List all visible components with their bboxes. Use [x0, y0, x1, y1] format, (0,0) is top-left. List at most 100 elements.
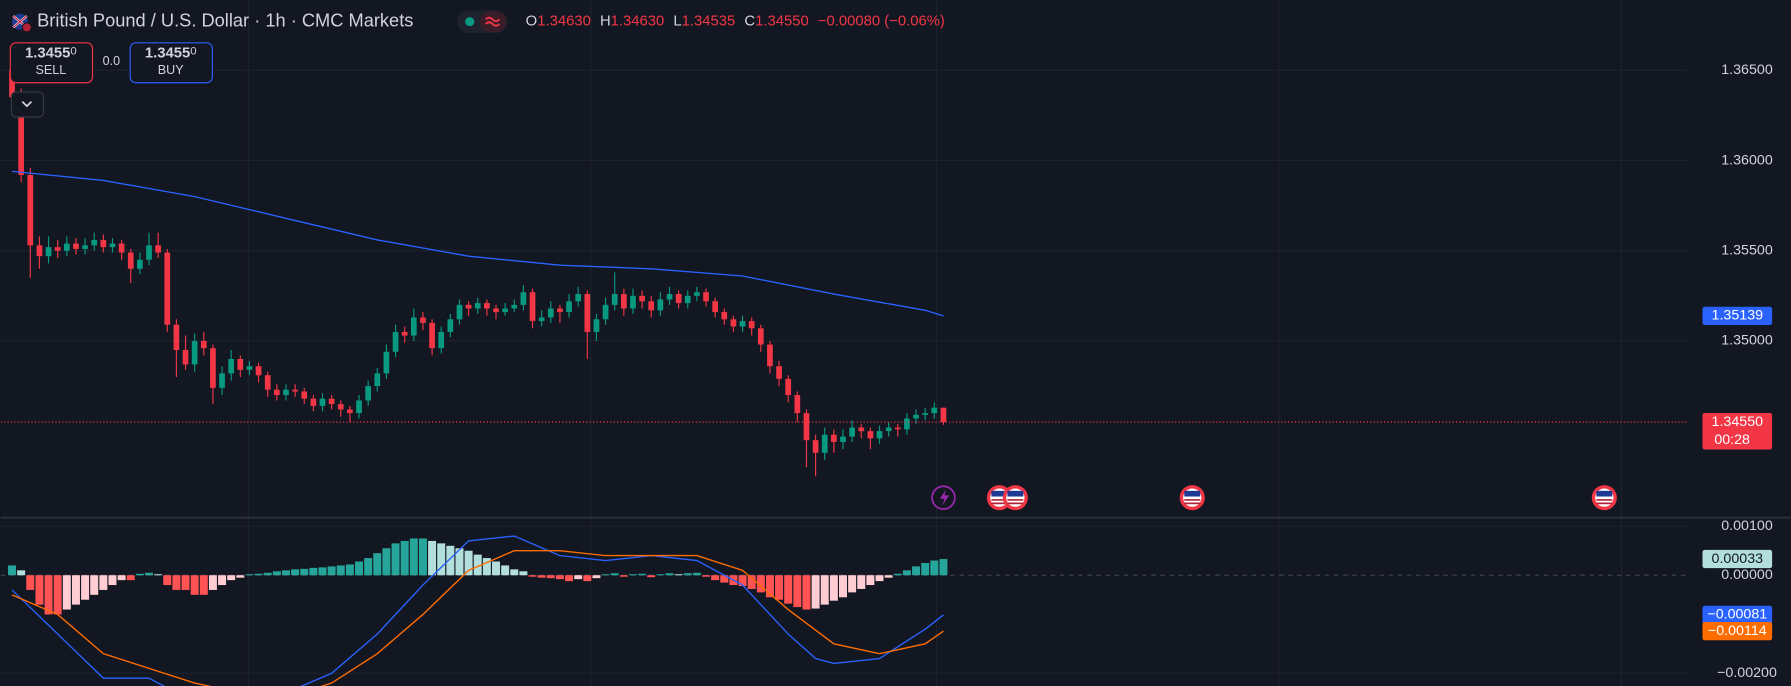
histogram-bar [26, 575, 35, 590]
histogram-bar [81, 575, 90, 600]
histogram-bar [628, 574, 637, 576]
candle-body [164, 252, 171, 325]
histogram-bar [711, 575, 720, 581]
histogram-bar [117, 575, 126, 581]
histogram-bar [610, 573, 619, 576]
candle-body [401, 331, 408, 336]
event-icons[interactable] [931, 485, 1617, 511]
candle-body [794, 395, 801, 414]
histogram-bar [181, 575, 190, 590]
histogram-bar [108, 575, 117, 586]
candle-body [721, 312, 728, 320]
histogram-bar [574, 575, 583, 580]
ohlc-value: 1.34535 [682, 14, 736, 30]
histogram-bar [35, 575, 44, 605]
histogram-bar [126, 575, 135, 581]
histogram-bar [674, 574, 683, 576]
y-tick-label: 1.35000 [1721, 333, 1773, 349]
histogram-bar [263, 572, 272, 576]
histogram-bar [656, 574, 665, 576]
macd-pane [0, 525, 1688, 686]
market-status[interactable] [457, 10, 508, 34]
histogram-bar [884, 575, 893, 578]
candle-body [493, 308, 499, 313]
candle-body [365, 386, 372, 401]
candle-body [410, 317, 417, 336]
histogram-bar [510, 569, 519, 576]
candle-body [547, 308, 554, 318]
histogram-bar [400, 540, 409, 576]
histogram-bar [236, 575, 245, 578]
histogram-bar [409, 538, 418, 576]
histogram-bar [720, 575, 729, 583]
ohlc-key: L [673, 14, 681, 30]
candle-body [127, 252, 134, 269]
price-axis: 1.36500 1.36000 1.35500 1.35000 0.00100 0.000… [1702, 62, 1777, 681]
histogram-bar [154, 574, 163, 576]
candle-body [237, 358, 244, 370]
candle-body [200, 340, 207, 349]
candle-body [511, 304, 518, 309]
histogram-bar [373, 553, 382, 576]
candle-body [904, 418, 910, 430]
histogram-bar [382, 548, 391, 576]
histogram-bar [355, 561, 364, 576]
sell-button[interactable]: 1.34550 SELL [9, 42, 94, 84]
signal-line [11, 550, 944, 686]
candle-body [109, 243, 116, 248]
buy-button[interactable]: 1.34550 BUY [129, 42, 213, 84]
candle-body [757, 328, 764, 345]
symbol-title: British Pound / U.S. Dollar · 1h · CMC M… [37, 10, 413, 31]
histogram-bar [565, 575, 574, 582]
candle-body [675, 294, 682, 304]
histogram-bar [592, 575, 601, 579]
histogram-bar [281, 570, 290, 576]
buy-price-pip: 0 [190, 45, 196, 57]
histogram-bar [875, 575, 884, 582]
candle-body [73, 243, 79, 249]
candle-body [812, 440, 819, 453]
candle-body [694, 292, 700, 296]
histogram-bar [829, 575, 838, 601]
candle-body [593, 319, 600, 332]
candle-body [803, 413, 810, 441]
candle-body [684, 295, 691, 304]
histogram-bar [802, 575, 811, 610]
histogram-bar [44, 575, 53, 615]
histogram-bar [501, 565, 510, 576]
collapse-button[interactable] [10, 91, 44, 118]
histogram-bar [309, 567, 318, 576]
histogram-bar [747, 575, 756, 589]
histogram-bar [838, 575, 847, 598]
candle-body [337, 404, 344, 410]
candle-body [566, 301, 572, 313]
axis-price-label: −0.00114 [1708, 623, 1767, 639]
candle-body [730, 319, 737, 327]
axis-price-label: 1.35139 [1712, 308, 1764, 324]
candle-body [255, 366, 262, 376]
candle-body [447, 319, 454, 332]
ohlc-change: −0.00080 (−0.06%) [818, 14, 945, 30]
histogram-bar [784, 575, 793, 604]
histogram-bar [145, 572, 153, 576]
candle-body [210, 348, 216, 388]
candle-body [785, 378, 792, 396]
histogram-bar [71, 575, 80, 605]
candle-body [219, 373, 225, 388]
ohlc-value: 1.34630 [537, 14, 591, 30]
candle-body [894, 427, 901, 430]
candle-body [840, 436, 846, 442]
histogram-bar [546, 575, 555, 579]
histogram-bar [638, 573, 647, 576]
ohlc-key: H [600, 14, 611, 30]
ohlc-value: 1.34630 [611, 14, 665, 30]
histogram-bar [811, 575, 820, 609]
histogram-bar [227, 575, 236, 581]
axis-price-label-bg [1702, 412, 1773, 450]
histogram-bar [17, 570, 26, 576]
countdown: 00:28 [1714, 432, 1750, 448]
candle-body [374, 373, 381, 387]
candle-body [273, 389, 280, 396]
candle-body [182, 349, 189, 365]
histogram-bar [135, 573, 144, 576]
